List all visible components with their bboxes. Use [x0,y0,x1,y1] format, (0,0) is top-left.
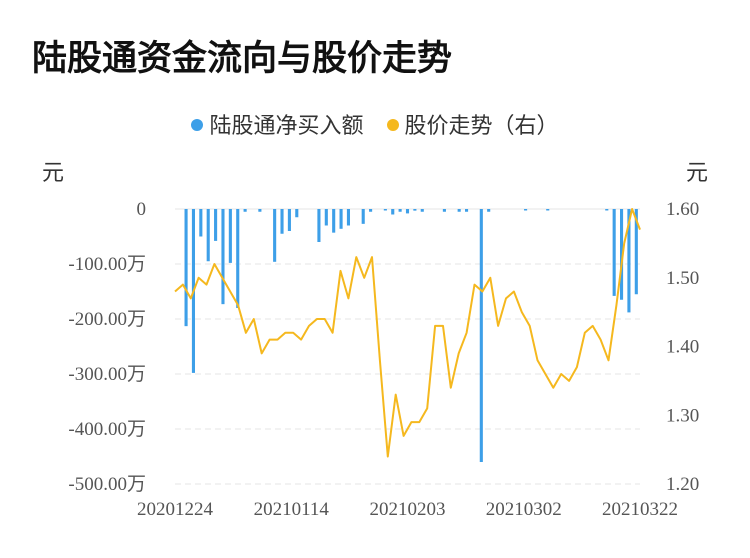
bar [398,209,402,212]
legend-label-net-buy: 陆股通净买入额 [209,114,364,139]
legend-item-price[interactable]: 股价走势（右） [386,108,559,140]
bar [627,209,631,313]
bar [243,209,247,212]
y-left-tick-label: -100.00万 [68,254,146,275]
left-axis-unit: 元 [42,161,65,186]
bar [346,209,351,226]
x-tick-label: 20201224 [137,499,214,520]
x-tick-label: 20210322 [602,499,678,520]
bar [206,209,210,262]
legend-marker-net-buy [191,119,204,131]
right-axis-unit: 元 [685,161,708,186]
bar [184,209,188,327]
bar [391,209,395,215]
y-left-tick-label: 0 [137,199,147,220]
bar [332,209,336,233]
bar [619,209,624,300]
price-line [174,208,641,458]
bar [457,209,461,212]
bar [361,209,365,224]
legend: 陆股通净买入额 股价走势（右） [0,108,750,140]
bar [339,209,343,229]
bar [487,209,491,212]
x-tick-label: 20210114 [254,499,330,520]
bar [405,209,410,214]
bar [221,209,225,305]
bar [420,209,424,212]
bar [236,209,240,308]
bar [546,209,550,211]
bar [634,209,638,295]
y-right-tick-label: 1.60 [666,199,699,220]
chart-title: 陆股通资金流向与股价走势 [32,39,453,79]
bar [295,209,299,218]
bar [273,209,277,262]
x-tick-label: 20210302 [486,499,562,520]
y-right-tick-label: 1.20 [666,474,699,495]
bar [199,209,203,237]
x-tick-label: 20210203 [370,499,446,520]
y-right-tick-label: 1.40 [666,337,699,358]
bar [479,209,483,462]
legend-label-price: 股价走势（右） [404,114,559,139]
bar [287,209,291,231]
bar [228,209,232,263]
bar [605,209,609,211]
bar [324,209,328,226]
bar [369,209,373,212]
bar [214,209,218,241]
bar [317,209,321,242]
bar [413,209,417,211]
bar [442,209,446,212]
bar [464,209,469,212]
legend-marker-price [386,119,399,131]
y-left-tick-label: -200.00万 [68,309,146,330]
bar [280,209,284,234]
y-left-tick-label: -300.00万 [68,364,146,385]
bar [383,209,387,211]
y-right-tick-label: 1.50 [666,268,699,289]
y-left-tick-label: -500.00万 [68,474,146,495]
legend-item-net-buy[interactable]: 陆股通净买入额 [191,108,364,140]
y-left-tick-label: -400.00万 [68,419,146,440]
bar [258,209,262,212]
bar [612,209,616,296]
bar [524,209,528,211]
y-right-tick-label: 1.30 [666,405,699,426]
